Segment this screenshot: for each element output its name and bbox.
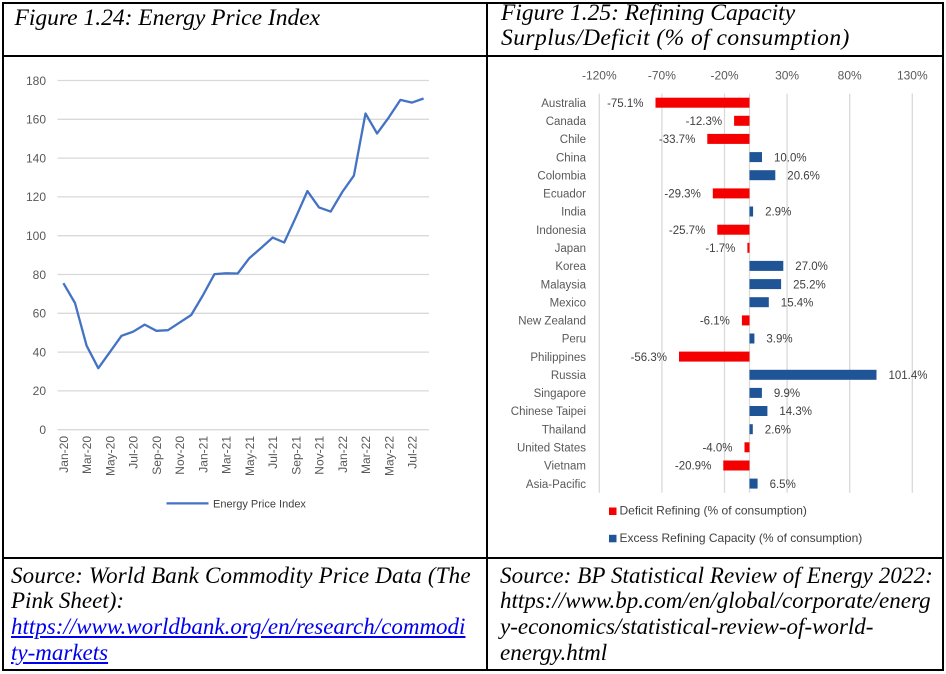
svg-text:-20.9%: -20.9% <box>675 461 711 473</box>
svg-text:May-22: May-22 <box>382 436 396 476</box>
svg-text:Australia: Australia <box>541 98 586 110</box>
svg-text:15.4%: 15.4% <box>781 297 814 309</box>
svg-text:Jul-22: Jul-22 <box>406 436 420 469</box>
svg-text:80%: 80% <box>838 69 862 83</box>
svg-text:2.9%: 2.9% <box>765 207 791 219</box>
svg-text:Vietnam: Vietnam <box>544 461 586 473</box>
svg-text:Nov-21: Nov-21 <box>313 436 327 475</box>
svg-text:New Zealand: New Zealand <box>518 316 586 328</box>
svg-text:Russia: Russia <box>551 370 587 382</box>
svg-text:Peru: Peru <box>562 334 586 346</box>
svg-text:Sep-20: Sep-20 <box>150 436 164 475</box>
svg-text:20: 20 <box>33 384 47 398</box>
svg-text:Jan-20: Jan-20 <box>57 436 71 473</box>
svg-text:-120%: -120% <box>582 69 617 83</box>
svg-text:-56.3%: -56.3% <box>631 352 667 364</box>
svg-text:Energy Price Index: Energy Price Index <box>213 499 306 511</box>
svg-text:Deficit Refining (% of consump: Deficit Refining (% of consumption) <box>620 504 807 518</box>
svg-text:60: 60 <box>33 307 47 321</box>
svg-text:Mexico: Mexico <box>550 297 586 309</box>
svg-text:-33.7%: -33.7% <box>659 134 695 146</box>
svg-text:Jan-22: Jan-22 <box>336 436 350 473</box>
svg-text:Sep-21: Sep-21 <box>289 436 303 475</box>
svg-text:Mar-22: Mar-22 <box>359 436 373 474</box>
svg-text:140: 140 <box>26 151 46 165</box>
svg-text:9.9%: 9.9% <box>774 388 800 400</box>
svg-text:May-21: May-21 <box>243 436 257 476</box>
svg-text:14.3%: 14.3% <box>779 406 812 418</box>
svg-text:Malaysia: Malaysia <box>541 279 587 291</box>
svg-text:Philippines: Philippines <box>530 352 586 364</box>
svg-text:-12.3%: -12.3% <box>686 116 722 128</box>
svg-text:20.6%: 20.6% <box>787 170 820 182</box>
svg-text:Japan: Japan <box>555 243 586 255</box>
svg-text:120: 120 <box>26 190 46 204</box>
svg-text:Nov-20: Nov-20 <box>173 436 187 475</box>
svg-text:China: China <box>556 152 587 164</box>
svg-text:Colombia: Colombia <box>537 170 586 182</box>
svg-text:160: 160 <box>26 113 46 127</box>
svg-text:6.5%: 6.5% <box>770 479 796 491</box>
svg-text:-1.7%: -1.7% <box>705 243 735 255</box>
svg-text:Chile: Chile <box>560 134 586 146</box>
svg-text:30%: 30% <box>775 69 799 83</box>
svg-text:27.0%: 27.0% <box>795 261 828 273</box>
svg-text:-6.1%: -6.1% <box>700 316 730 328</box>
svg-text:Ecuador: Ecuador <box>543 189 586 201</box>
svg-text:Jul-21: Jul-21 <box>266 436 280 469</box>
svg-text:0: 0 <box>39 423 46 437</box>
svg-text:100: 100 <box>26 229 46 243</box>
svg-text:Canada: Canada <box>546 116 587 128</box>
svg-text:Thailand: Thailand <box>542 424 586 436</box>
svg-text:United States: United States <box>517 443 586 455</box>
svg-text:3.9%: 3.9% <box>766 334 792 346</box>
svg-text:Singapore: Singapore <box>534 388 586 400</box>
svg-text:-4.0%: -4.0% <box>702 443 732 455</box>
svg-text:25.2%: 25.2% <box>793 279 826 291</box>
svg-text:101.4%: 101.4% <box>889 370 928 382</box>
svg-text:180: 180 <box>26 74 46 88</box>
svg-text:India: India <box>561 207 587 219</box>
svg-text:-20%: -20% <box>710 69 738 83</box>
svg-text:80: 80 <box>33 268 47 282</box>
svg-text:130%: 130% <box>897 69 928 83</box>
svg-text:-29.3%: -29.3% <box>664 189 700 201</box>
svg-text:-75.1%: -75.1% <box>607 98 643 110</box>
svg-text:Chinese Taipei: Chinese Taipei <box>511 406 586 418</box>
svg-text:Jul-20: Jul-20 <box>127 436 141 469</box>
svg-text:Jan-21: Jan-21 <box>196 436 210 473</box>
svg-text:Excess Refining Capacity (% of: Excess Refining Capacity (% of consumpti… <box>620 531 863 545</box>
svg-text:40: 40 <box>33 345 47 359</box>
svg-text:Korea: Korea <box>555 261 586 273</box>
svg-text:Asia-Pacific: Asia-Pacific <box>526 479 586 491</box>
svg-text:Indonesia: Indonesia <box>536 225 586 237</box>
svg-text:10.0%: 10.0% <box>774 152 807 164</box>
svg-text:-70%: -70% <box>648 69 676 83</box>
svg-text:Mar-21: Mar-21 <box>220 436 234 474</box>
svg-text:-25.7%: -25.7% <box>669 225 705 237</box>
svg-text:2.6%: 2.6% <box>765 424 791 436</box>
svg-text:Mar-20: Mar-20 <box>80 436 94 474</box>
svg-text:May-20: May-20 <box>103 436 117 476</box>
